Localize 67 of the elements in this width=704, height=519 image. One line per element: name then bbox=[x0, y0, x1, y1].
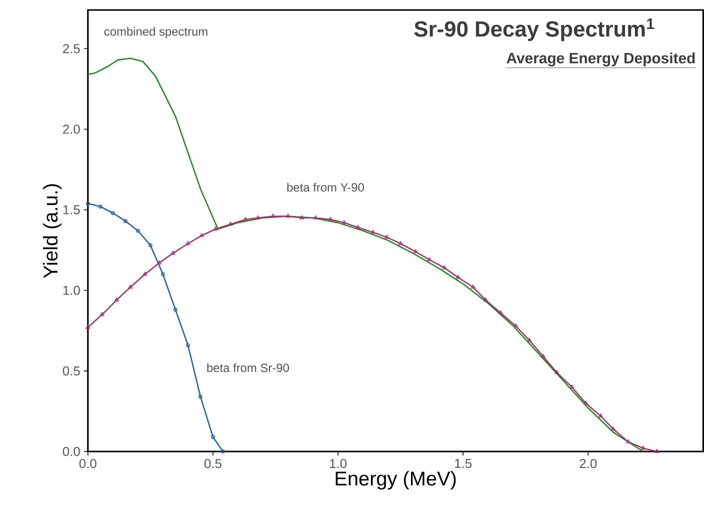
point bbox=[100, 312, 104, 316]
x-tick-label: 2.0 bbox=[580, 458, 597, 468]
x-tick-label: 1.5 bbox=[455, 458, 472, 468]
point bbox=[114, 297, 119, 302]
point bbox=[370, 230, 376, 234]
y-tick-label: 1.5 bbox=[63, 205, 80, 214]
y-tick-label: 0.0 bbox=[62, 446, 80, 456]
point bbox=[142, 272, 148, 276]
x-tick-label: 0.5 bbox=[204, 458, 222, 468]
series-label: beta from Sr-90 bbox=[207, 363, 289, 372]
point bbox=[243, 216, 248, 221]
point bbox=[186, 240, 190, 245]
point bbox=[110, 210, 115, 215]
point bbox=[356, 224, 360, 229]
point bbox=[199, 232, 204, 237]
point bbox=[213, 226, 218, 230]
point bbox=[640, 446, 646, 450]
point bbox=[270, 213, 276, 218]
point bbox=[170, 250, 176, 255]
point bbox=[442, 265, 447, 270]
series-label: beta from Y-90 bbox=[287, 182, 364, 192]
point bbox=[300, 215, 304, 220]
point bbox=[610, 426, 616, 430]
point bbox=[286, 213, 290, 218]
x-axis-title: Energy (MeV) bbox=[336, 470, 456, 490]
point bbox=[148, 243, 152, 247]
x-tick-label: 0.0 bbox=[79, 458, 96, 468]
point bbox=[211, 434, 215, 439]
point bbox=[540, 354, 546, 358]
point bbox=[513, 323, 518, 328]
point bbox=[583, 400, 588, 404]
point bbox=[598, 413, 603, 418]
text: combined spectrum bbox=[104, 26, 208, 38]
point bbox=[128, 284, 133, 288]
y-tick-label: 2.5 bbox=[63, 44, 80, 54]
point bbox=[256, 215, 260, 220]
x-tick-label: 1.0 bbox=[330, 458, 347, 468]
y-tick-label: 1.0 bbox=[63, 286, 80, 295]
y-tick-label: 0.5 bbox=[62, 366, 80, 376]
chart-title: Sr-90 Decay Spectrum$^{1}$ bbox=[414, 18, 654, 41]
point bbox=[456, 274, 460, 279]
point bbox=[156, 260, 162, 264]
point bbox=[174, 308, 178, 312]
point bbox=[427, 256, 432, 261]
text: Average Energy Deposited bbox=[506, 52, 695, 66]
point bbox=[136, 228, 140, 232]
point bbox=[186, 342, 190, 347]
point bbox=[527, 338, 532, 342]
point bbox=[228, 222, 233, 226]
point bbox=[554, 370, 560, 374]
point bbox=[98, 204, 102, 208]
point bbox=[123, 218, 128, 223]
point bbox=[626, 439, 630, 444]
y-tick-label: 2.0 bbox=[63, 124, 80, 134]
y-axis-title: Yield (a.u.) bbox=[43, 184, 62, 278]
point bbox=[498, 310, 503, 314]
point bbox=[313, 215, 318, 220]
point bbox=[570, 384, 574, 388]
point bbox=[328, 216, 333, 221]
point bbox=[483, 297, 488, 302]
point bbox=[198, 394, 202, 398]
point bbox=[384, 234, 390, 238]
point bbox=[342, 220, 347, 224]
point bbox=[470, 284, 476, 288]
point bbox=[413, 248, 418, 253]
point bbox=[398, 240, 403, 245]
point bbox=[160, 272, 165, 276]
